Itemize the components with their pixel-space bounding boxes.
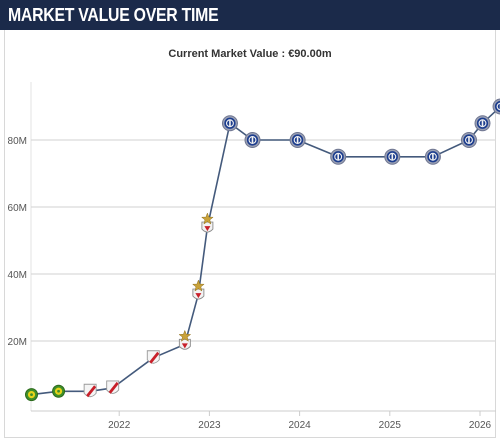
x-tick-label: 2023 (198, 420, 221, 431)
lion-crest-icon[interactable] (330, 148, 347, 165)
red-white-crest-icon[interactable] (146, 350, 160, 364)
lion-crest-icon[interactable] (289, 132, 306, 148)
x-tick-label: 2025 (379, 420, 402, 431)
chart-subtitle: Current Market Value : €90.00m (168, 48, 332, 60)
x-tick-label: 2026 (469, 420, 492, 431)
eagle-crest-icon[interactable] (201, 212, 214, 233)
red-white-crest-icon[interactable] (106, 380, 120, 394)
x-tick-label: 2022 (108, 420, 131, 431)
lion-crest-icon[interactable] (424, 148, 441, 165)
eagle-crest-icon[interactable] (192, 279, 205, 300)
green-yellow-crest-icon[interactable] (52, 384, 66, 398)
y-tick-label: 40M (8, 270, 27, 281)
lion-crest-icon[interactable] (244, 132, 261, 148)
lion-crest-icon[interactable] (221, 115, 238, 132)
green-yellow-crest-icon[interactable] (25, 388, 39, 402)
eagle-crest-icon[interactable] (178, 329, 192, 350)
lion-crest-icon[interactable] (492, 98, 500, 115)
lion-crest-icon[interactable] (460, 132, 477, 148)
red-white-crest-icon[interactable] (83, 383, 97, 398)
lion-crest-icon[interactable] (384, 148, 401, 165)
page-title: MARKET VALUE OVER TIME (8, 5, 219, 25)
y-tick-label: 20M (8, 337, 27, 348)
x-tick-label: 2024 (288, 420, 311, 431)
lion-crest-icon[interactable] (474, 115, 491, 132)
header-bar: MARKET VALUE OVER TIME (0, 0, 500, 30)
y-tick-label: 80M (8, 136, 27, 147)
y-tick-label: 60M (8, 203, 27, 214)
chart-card (4, 30, 496, 438)
